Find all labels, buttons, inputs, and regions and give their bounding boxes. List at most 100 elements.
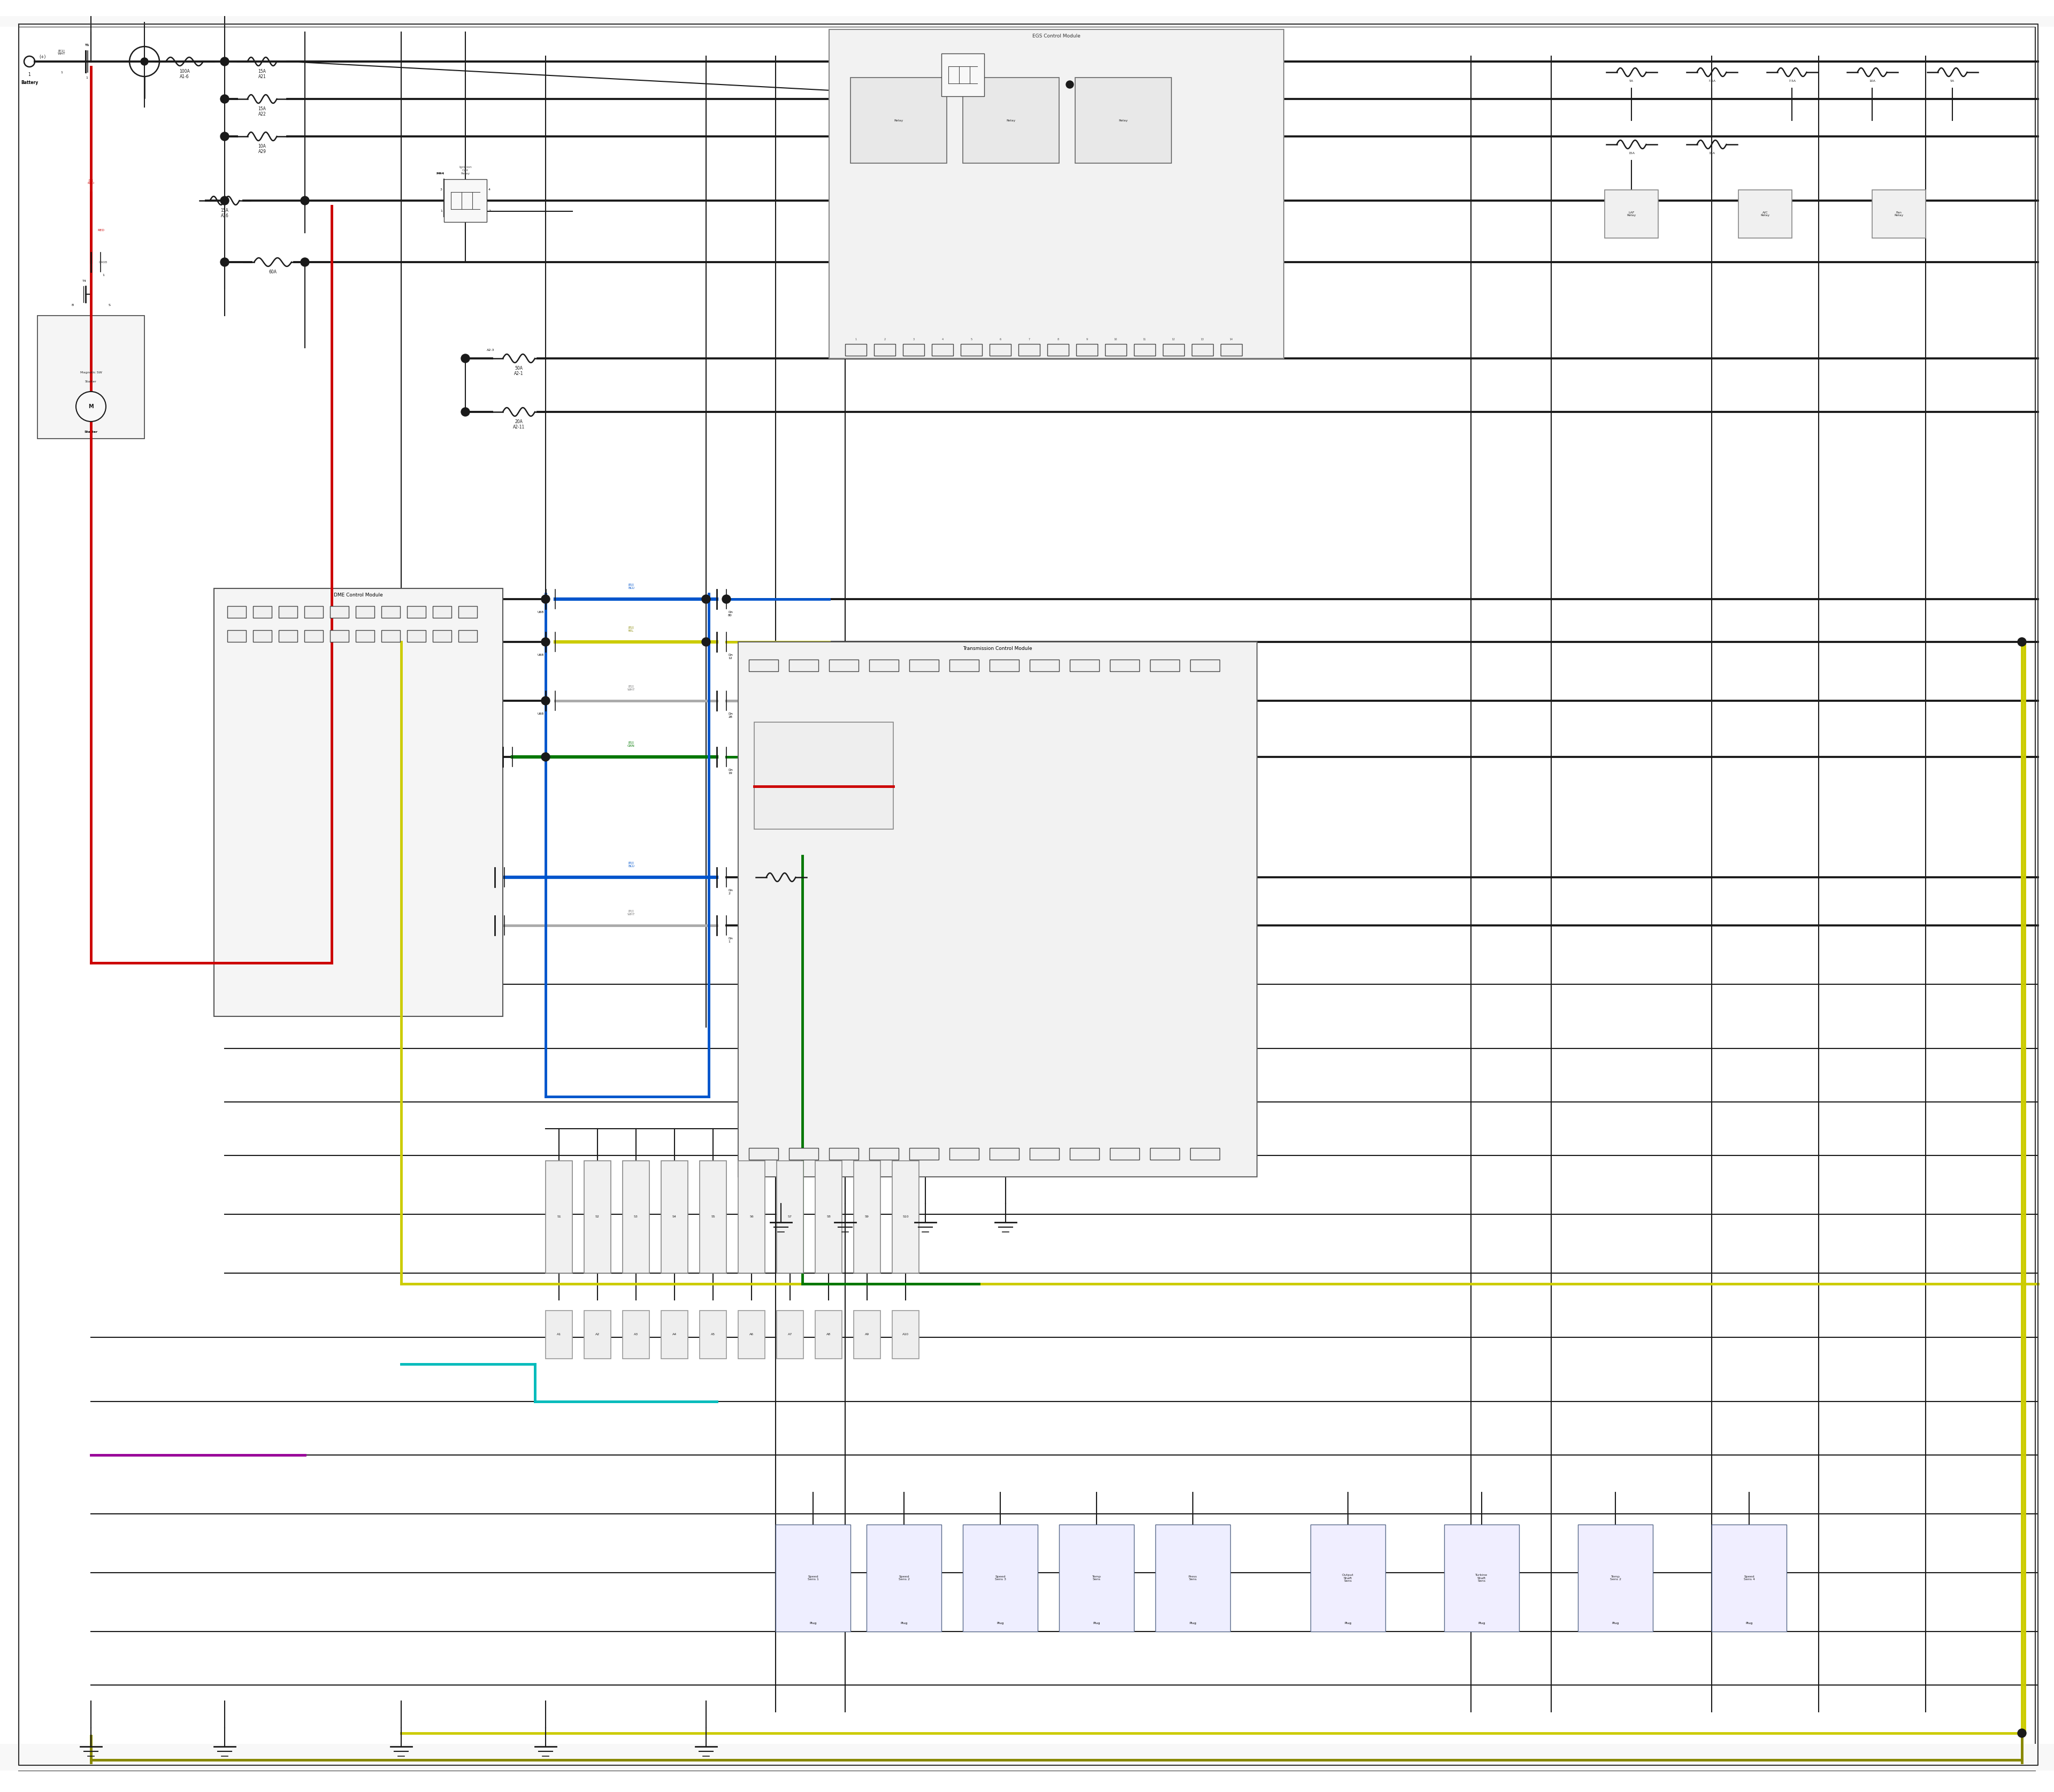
Text: A/C
Relay: A/C Relay <box>1760 211 1771 217</box>
Text: A8: A8 <box>826 1333 830 1337</box>
Text: RED: RED <box>97 229 105 231</box>
Bar <box>854 1310 881 1358</box>
Text: S8: S8 <box>826 1215 830 1219</box>
Text: Plug: Plug <box>900 1622 908 1625</box>
Bar <box>1577 1525 1653 1631</box>
Bar <box>1871 190 1927 238</box>
Text: 5A: 5A <box>1629 79 1633 82</box>
Bar <box>0 1744 2054 1770</box>
Circle shape <box>723 595 729 602</box>
Bar <box>789 1149 817 1159</box>
Bar <box>830 1149 859 1159</box>
Text: (+): (+) <box>39 56 45 59</box>
Bar <box>830 659 859 672</box>
Text: Dn
1: Dn 1 <box>727 937 733 943</box>
Bar <box>1150 1149 1179 1159</box>
Bar <box>622 1161 649 1272</box>
Text: 3: 3 <box>440 188 442 192</box>
Bar <box>750 1149 778 1159</box>
Text: [EJ]
WHT: [EJ] WHT <box>626 910 635 916</box>
Bar <box>963 1525 1037 1631</box>
Text: 1: 1 <box>103 274 105 276</box>
Bar <box>1109 659 1140 672</box>
Text: 10A
B31: 10A B31 <box>776 885 785 896</box>
Bar <box>990 344 1011 357</box>
Text: [EJ]
YEL: [EJ] YEL <box>629 627 635 633</box>
Bar <box>700 1310 727 1358</box>
Bar <box>844 344 867 357</box>
Text: Fan
Relay: Fan Relay <box>1894 211 1904 217</box>
Circle shape <box>2017 638 2025 647</box>
Text: C408: C408 <box>99 262 107 263</box>
Text: Starter: Starter <box>84 430 99 434</box>
Bar <box>815 1161 842 1272</box>
Bar <box>1154 1525 1230 1631</box>
Bar <box>1189 1149 1220 1159</box>
Bar <box>961 344 982 357</box>
Text: S5: S5 <box>711 1215 715 1219</box>
Circle shape <box>2017 1729 2025 1738</box>
Text: Plug: Plug <box>996 1622 1004 1625</box>
Text: 15A: 15A <box>1629 152 1635 154</box>
Bar <box>661 1310 688 1358</box>
Text: Speed
Sens 3: Speed Sens 3 <box>994 1575 1006 1581</box>
Bar <box>1070 1149 1099 1159</box>
Bar <box>279 606 298 618</box>
Text: Speed
Sens 4: Speed Sens 4 <box>1744 1575 1754 1581</box>
Text: 1: 1 <box>86 77 88 79</box>
Circle shape <box>542 753 550 762</box>
Text: 2: 2 <box>984 82 986 84</box>
Bar <box>0 5 2054 27</box>
Text: Output
Shaft
Sens: Output Shaft Sens <box>1341 1573 1354 1582</box>
Text: Plug: Plug <box>1479 1622 1485 1625</box>
Circle shape <box>460 407 470 416</box>
Bar <box>407 606 425 618</box>
Text: Relay: Relay <box>893 118 904 122</box>
Bar <box>1029 659 1060 672</box>
Bar <box>910 659 939 672</box>
Text: Temp
Sens 2: Temp Sens 2 <box>1610 1575 1621 1581</box>
Text: 10A
A29: 10A A29 <box>259 143 267 154</box>
Text: 15A
A22: 15A A22 <box>259 106 267 116</box>
Bar <box>789 659 817 672</box>
Text: 1: 1 <box>60 72 62 73</box>
Bar <box>304 631 322 642</box>
Text: U68: U68 <box>538 713 544 715</box>
Text: 50A
A2-1: 50A A2-1 <box>514 366 524 376</box>
Text: L5: L5 <box>928 54 933 57</box>
Bar <box>867 1525 941 1631</box>
Bar <box>382 606 401 618</box>
Bar <box>583 1161 610 1272</box>
Bar <box>331 606 349 618</box>
Bar <box>1604 190 1658 238</box>
Bar <box>776 1525 850 1631</box>
Text: 1: 1 <box>939 82 941 84</box>
Text: Plug: Plug <box>1345 1622 1352 1625</box>
Text: Plug: Plug <box>1093 1622 1101 1625</box>
Circle shape <box>300 197 310 204</box>
Text: DME Control Module: DME Control Module <box>335 593 382 597</box>
Text: 15A: 15A <box>1709 152 1715 154</box>
Circle shape <box>222 133 228 140</box>
Bar <box>1029 1149 1060 1159</box>
Bar <box>1070 659 1099 672</box>
Text: [EJ]
WHT: [EJ] WHT <box>626 685 635 692</box>
Text: 10: 10 <box>1113 339 1117 340</box>
Circle shape <box>302 197 308 204</box>
Text: Plug: Plug <box>1746 1622 1752 1625</box>
Circle shape <box>302 258 308 265</box>
Bar <box>869 659 900 672</box>
Bar <box>546 1161 573 1272</box>
Bar <box>253 606 271 618</box>
Bar <box>407 631 425 642</box>
Text: Turbine
Shaft
Sens: Turbine Shaft Sens <box>1475 1573 1487 1582</box>
Bar <box>904 344 924 357</box>
Text: 11: 11 <box>1142 339 1146 340</box>
Bar <box>433 606 452 618</box>
Text: Dn
80: Dn 80 <box>727 611 733 616</box>
Bar <box>1060 1525 1134 1631</box>
Bar <box>661 1161 688 1272</box>
Circle shape <box>220 133 228 142</box>
Circle shape <box>460 355 470 362</box>
Bar <box>1189 659 1220 672</box>
